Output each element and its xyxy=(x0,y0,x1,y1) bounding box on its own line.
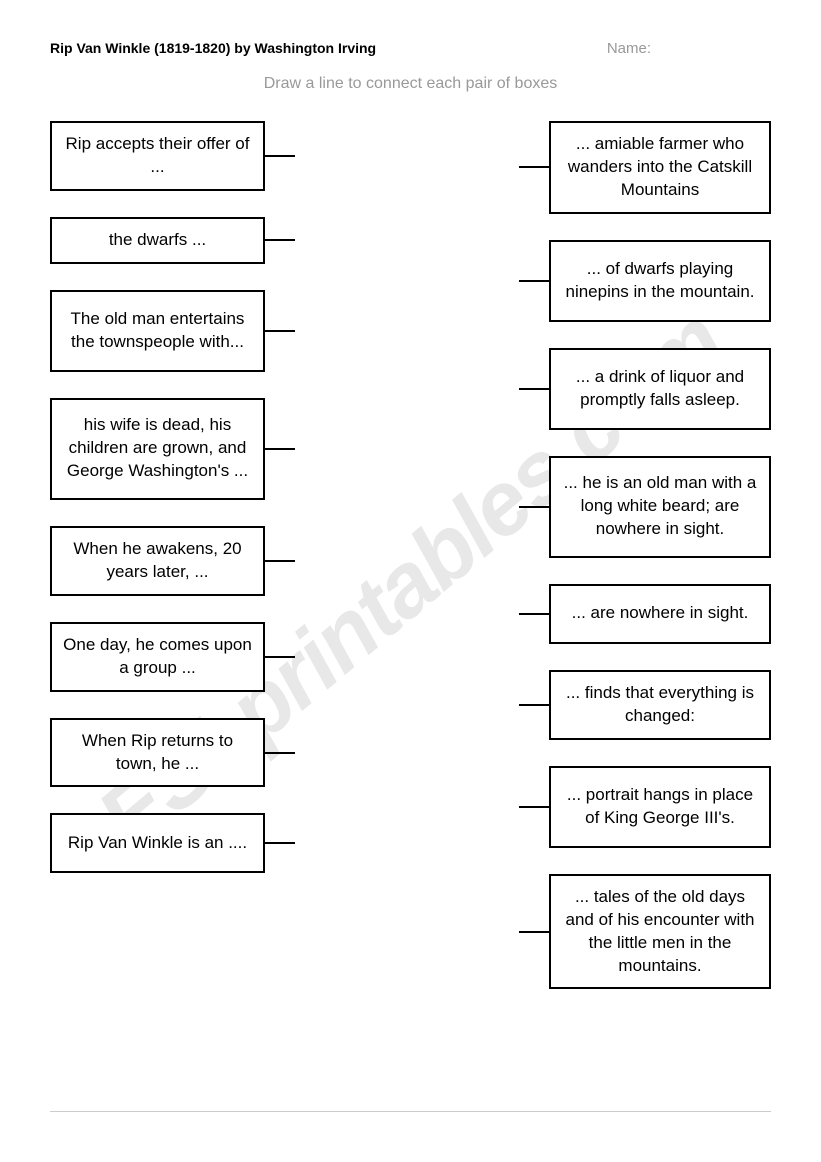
left-box-wrap: When he awakens, 20 years later, ... xyxy=(50,526,295,596)
right-box[interactable]: ... amiable farmer who wanders into the … xyxy=(549,121,771,214)
worksheet-content: Rip Van Winkle (1819-1820) by Washington… xyxy=(50,40,771,1015)
connector-line xyxy=(265,155,295,157)
connector-line xyxy=(519,166,549,168)
connector-line xyxy=(265,842,295,844)
left-box[interactable]: Rip accepts their offer of ... xyxy=(50,121,265,191)
right-box[interactable]: ... tales of the old days and of his enc… xyxy=(549,874,771,990)
left-box-wrap: his wife is dead, his children are grown… xyxy=(50,398,295,500)
right-box-wrap: ... are nowhere in sight. xyxy=(519,584,771,644)
left-box-wrap: When Rip returns to town, he ... xyxy=(50,718,295,788)
connector-line xyxy=(265,752,295,754)
header: Rip Van Winkle (1819-1820) by Washington… xyxy=(50,40,771,57)
connector-line xyxy=(519,388,549,390)
left-box-wrap: The old man entertains the townspeople w… xyxy=(50,290,295,372)
connector-line xyxy=(519,613,549,615)
right-box-wrap: ... amiable farmer who wanders into the … xyxy=(519,121,771,214)
right-box-wrap: ... of dwarfs playing ninepins in the mo… xyxy=(519,240,771,322)
right-box-wrap: ... finds that everything is changed: xyxy=(519,670,771,740)
right-box-wrap: ... he is an old man with a long white b… xyxy=(519,456,771,558)
right-box[interactable]: ... finds that everything is changed: xyxy=(549,670,771,740)
left-box-wrap: the dwarfs ... xyxy=(50,217,295,264)
instruction-text: Draw a line to connect each pair of boxe… xyxy=(50,75,771,93)
connector-line xyxy=(265,448,295,450)
page-title: Rip Van Winkle (1819-1820) by Washington… xyxy=(50,40,376,57)
right-box[interactable]: ... of dwarfs playing ninepins in the mo… xyxy=(549,240,771,322)
connector-line xyxy=(519,931,549,933)
right-column: ... amiable farmer who wanders into the … xyxy=(511,121,771,1015)
left-box[interactable]: When he awakens, 20 years later, ... xyxy=(50,526,265,596)
right-box-wrap: ... a drink of liquor and promptly falls… xyxy=(519,348,771,430)
left-box[interactable]: Rip Van Winkle is an .... xyxy=(50,813,265,873)
right-box[interactable]: ... are nowhere in sight. xyxy=(549,584,771,644)
left-box-wrap: Rip accepts their offer of ... xyxy=(50,121,295,191)
left-box[interactable]: When Rip returns to town, he ... xyxy=(50,718,265,788)
left-box-wrap: Rip Van Winkle is an .... xyxy=(50,813,295,873)
matching-columns: Rip accepts their offer of ... the dwarfs… xyxy=(50,121,771,1015)
connector-line xyxy=(519,704,549,706)
left-column: Rip accepts their offer of ... the dwarfs… xyxy=(50,121,310,1015)
right-box-wrap: ... portrait hangs in place of King Geor… xyxy=(519,766,771,848)
connector-line xyxy=(519,806,549,808)
right-box-wrap: ... tales of the old days and of his enc… xyxy=(519,874,771,990)
connector-line xyxy=(265,656,295,658)
connector-line xyxy=(519,280,549,282)
left-box[interactable]: The old man entertains the townspeople w… xyxy=(50,290,265,372)
connector-line xyxy=(519,506,549,508)
connector-line xyxy=(265,239,295,241)
left-box[interactable]: his wife is dead, his children are grown… xyxy=(50,398,265,500)
right-box[interactable]: ... portrait hangs in place of King Geor… xyxy=(549,766,771,848)
left-box[interactable]: One day, he comes upon a group ... xyxy=(50,622,265,692)
right-box[interactable]: ... he is an old man with a long white b… xyxy=(549,456,771,558)
left-box[interactable]: the dwarfs ... xyxy=(50,217,265,264)
left-box-wrap: One day, he comes upon a group ... xyxy=(50,622,295,692)
name-label: Name: xyxy=(607,40,651,57)
footer-divider xyxy=(50,1111,771,1112)
connector-line xyxy=(265,560,295,562)
right-box[interactable]: ... a drink of liquor and promptly falls… xyxy=(549,348,771,430)
connector-line xyxy=(265,330,295,332)
